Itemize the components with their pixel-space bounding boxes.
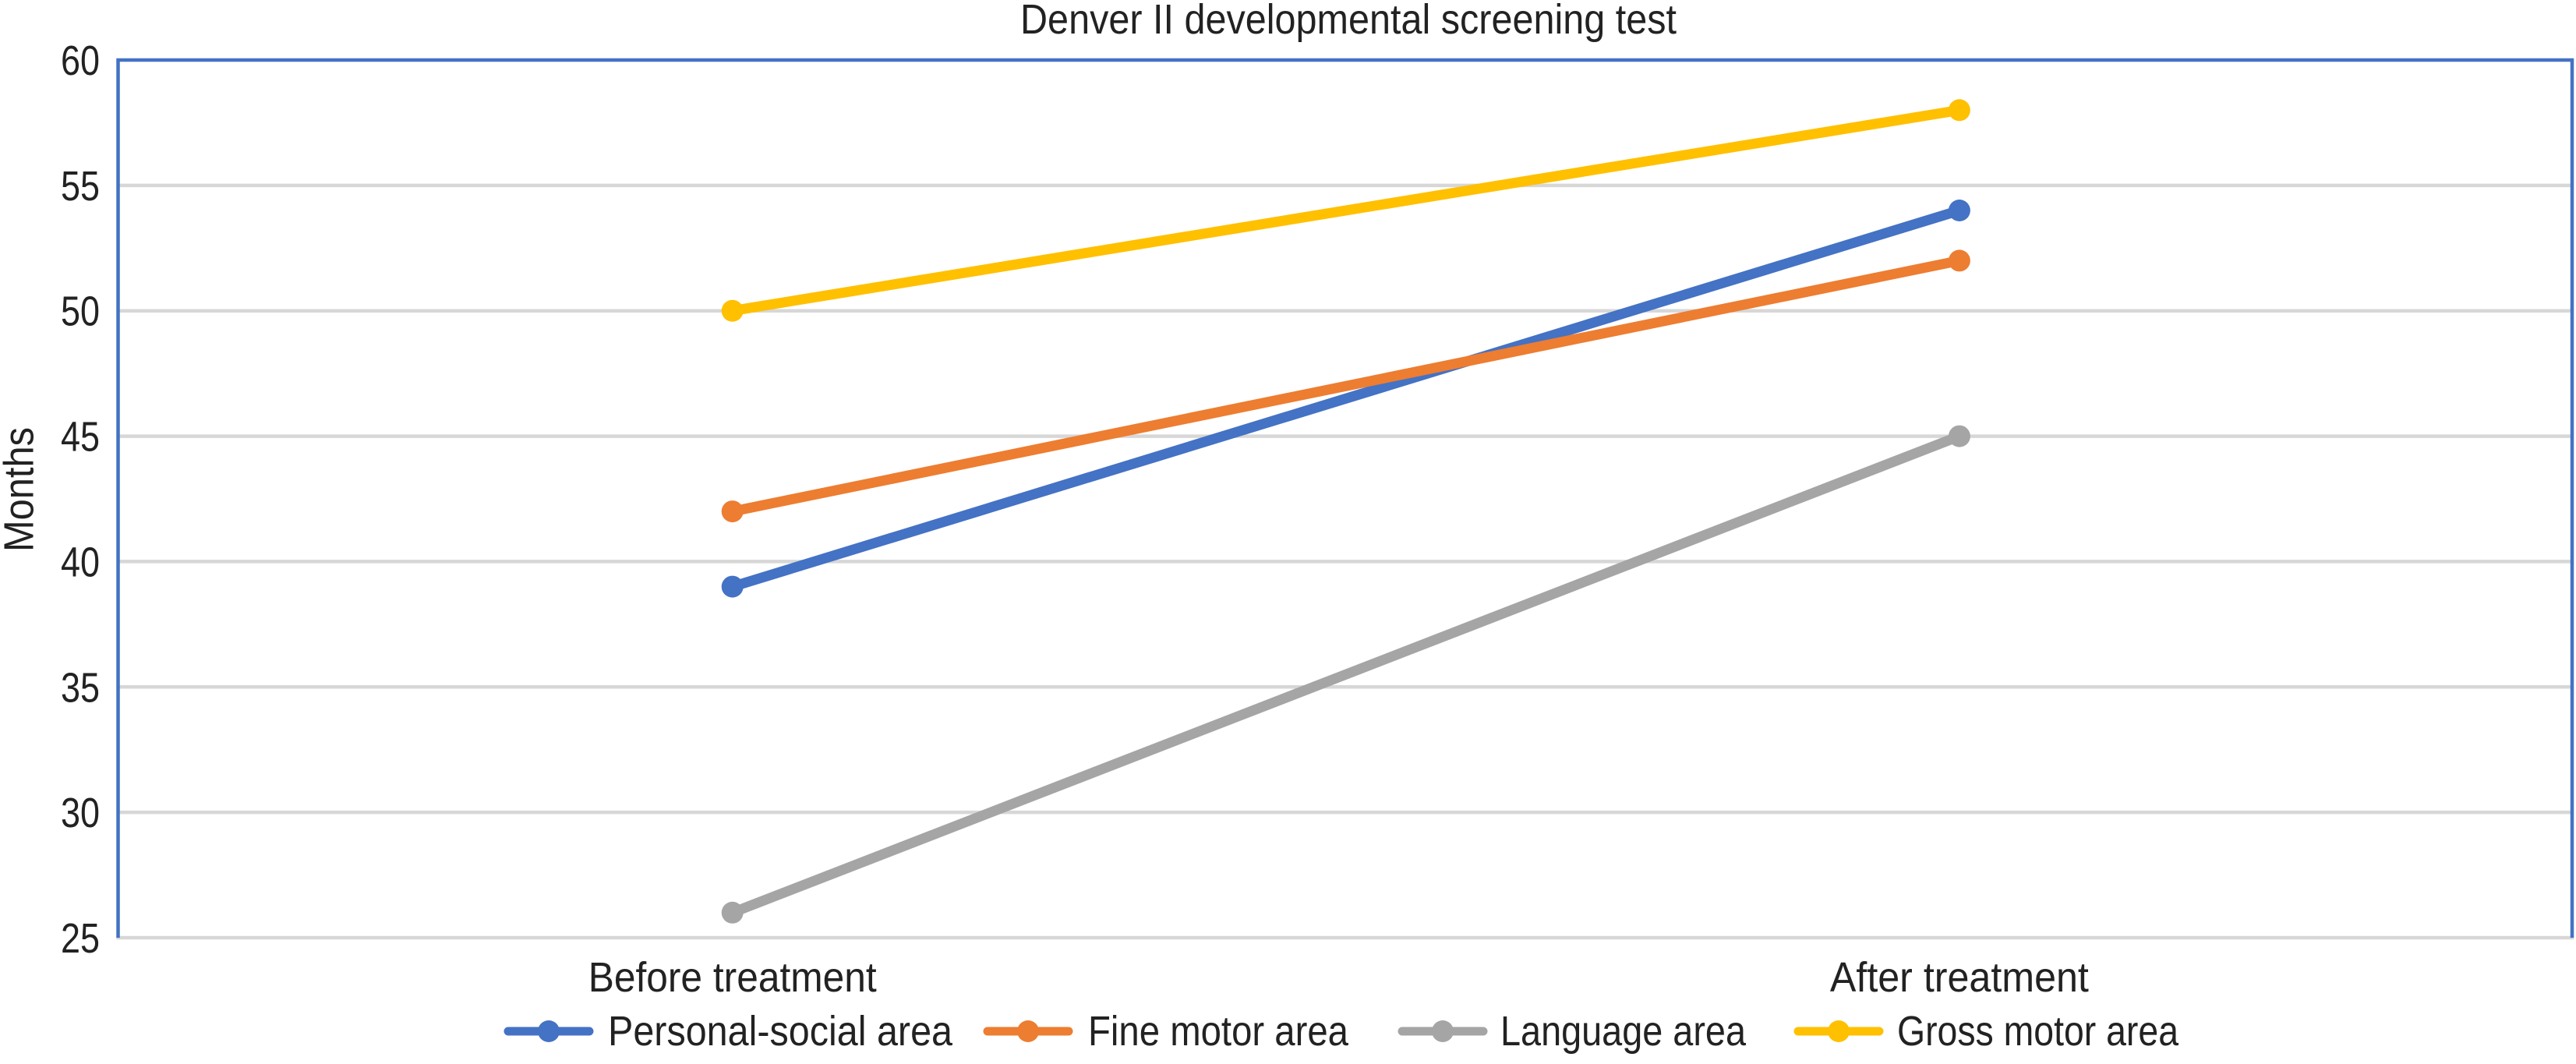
svg-text:50: 50 — [61, 288, 100, 335]
svg-text:40: 40 — [61, 539, 100, 585]
svg-text:55: 55 — [61, 163, 100, 210]
svg-text:45: 45 — [61, 414, 100, 461]
svg-text:After treatment: After treatment — [1830, 954, 2089, 1001]
svg-text:Before treatment: Before treatment — [588, 954, 877, 1001]
svg-text:Gross motor area: Gross motor area — [1897, 1008, 2179, 1055]
svg-text:30: 30 — [61, 790, 100, 836]
svg-text:Months: Months — [0, 427, 43, 552]
svg-text:25: 25 — [61, 915, 100, 962]
svg-text:60: 60 — [61, 37, 100, 84]
svg-text:Language area: Language area — [1500, 1008, 1747, 1055]
svg-text:Personal-social area: Personal-social area — [608, 1008, 953, 1055]
svg-text:35: 35 — [61, 664, 100, 711]
svg-text:Denver II developmental screen: Denver II developmental screening test — [1020, 0, 1677, 43]
svg-text:Fine motor area: Fine motor area — [1088, 1008, 1349, 1055]
